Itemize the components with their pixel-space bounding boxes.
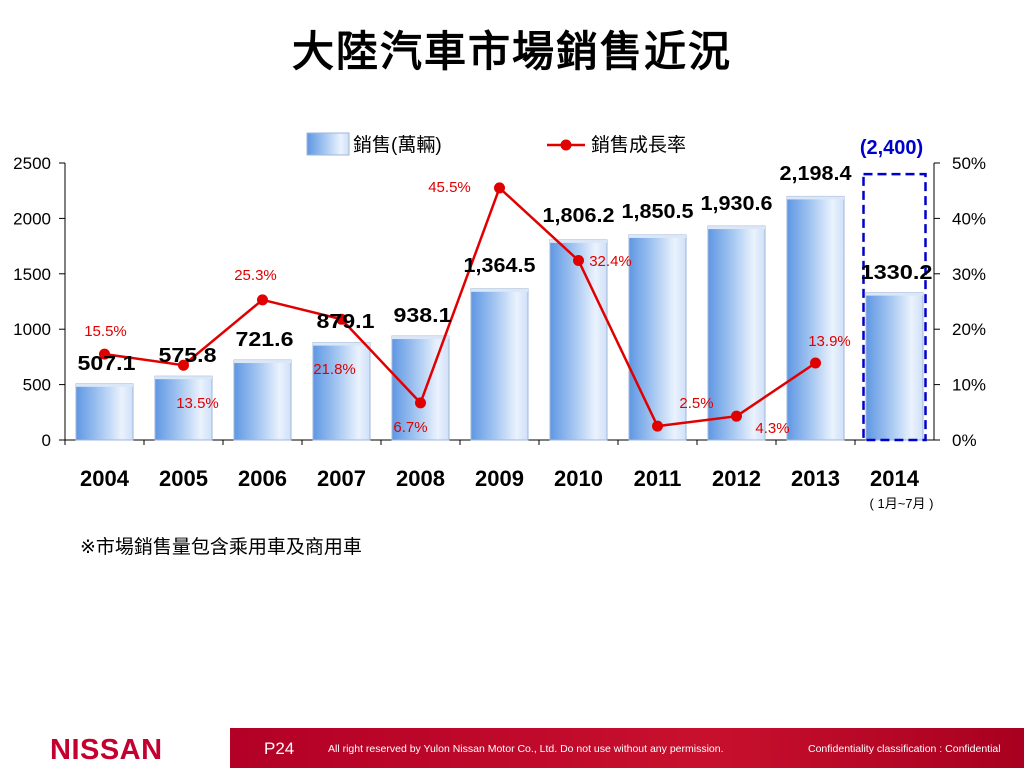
growth-point xyxy=(99,348,110,360)
x-tick-label: 2014 xyxy=(870,466,920,491)
x-tick-label: 2011 xyxy=(634,466,682,491)
nissan-logo: NISSAN xyxy=(50,734,163,766)
bar xyxy=(75,383,134,441)
x-tick-label: 2005 xyxy=(159,466,208,491)
y2-tick-label: 40% xyxy=(952,209,986,228)
legend-bar-label: 銷售(萬輛) xyxy=(353,134,442,156)
growth-point xyxy=(257,294,268,306)
growth-label: 13.9% xyxy=(808,333,851,350)
y-tick-label: 500 xyxy=(23,376,51,395)
bar xyxy=(865,292,924,441)
bar-value-label: 879.1 xyxy=(317,311,375,333)
x-tick-label: 2009 xyxy=(475,466,524,491)
bar-value-label: 575.8 xyxy=(159,345,217,367)
growth-label: 15.5% xyxy=(84,323,127,340)
bar xyxy=(312,342,371,441)
y2-tick-label: 20% xyxy=(952,320,986,339)
bar-value-label: 1,850.5 xyxy=(622,201,694,223)
x-tick-label: 2006 xyxy=(238,466,287,491)
growth-point xyxy=(810,357,821,369)
legend-line-label: 銷售成長率 xyxy=(591,134,686,156)
bar-cap xyxy=(866,292,923,296)
growth-label: 45.5% xyxy=(428,179,471,196)
bar-cap xyxy=(708,226,765,230)
y2-tick-label: 30% xyxy=(952,265,986,284)
growth-label: 13.5% xyxy=(176,395,219,412)
growth-label: 32.4% xyxy=(589,253,632,270)
growth-point xyxy=(415,397,426,409)
bar-value-label: 1,930.6 xyxy=(701,193,773,215)
x-tick-label: 2012 xyxy=(712,466,761,491)
bar-cap xyxy=(76,383,133,387)
bar-cap xyxy=(787,196,844,200)
y2-tick-label: 10% xyxy=(952,376,986,395)
bar xyxy=(707,225,766,441)
bar-value-label: 1,364.5 xyxy=(464,255,536,277)
annotation-layer: (2,400) xyxy=(860,137,927,442)
y2-tick-label: 50% xyxy=(952,154,986,173)
bar xyxy=(628,234,687,441)
bar-cap xyxy=(550,239,607,243)
y-tick-label: 1000 xyxy=(13,320,51,339)
chart: 銷售(萬輛) 銷售成長率 0 500 1000 1500 2000 2500 0% 10% 20%… xyxy=(13,132,986,511)
x-tick-label: 2007 xyxy=(317,466,366,491)
bar-value-label: 1330.2 xyxy=(861,262,933,284)
x-tick-subnote: ( 1月~7月 ) xyxy=(870,496,934,511)
growth-label: 25.3% xyxy=(234,267,277,284)
forecast-dashed-box xyxy=(862,172,927,442)
bar xyxy=(549,239,608,441)
growth-point xyxy=(573,255,584,267)
bar-cap xyxy=(313,342,370,346)
bar-value-label: 938.1 xyxy=(394,305,452,327)
growth-point xyxy=(494,182,505,194)
bar-value-label: 2,198.4 xyxy=(780,163,853,185)
growth-label: 4.3% xyxy=(755,420,789,437)
bar-value-label: 507.1 xyxy=(78,353,136,375)
x-tick-label: 2013 xyxy=(791,466,840,491)
legend: 銷售(萬輛) 銷售成長率 xyxy=(306,132,686,156)
growth-point xyxy=(731,410,742,422)
y-tick-label: 0 xyxy=(42,431,51,450)
forecast-label: (2,400) xyxy=(860,137,923,159)
y-tick-label: 2500 xyxy=(13,154,51,173)
footnote: ※市場銷售量包含乘用車及商用車 xyxy=(80,536,362,558)
bar xyxy=(233,359,292,441)
line-series xyxy=(99,182,821,432)
data-labels: 507.1 575.8 721.6 879.1 938.1 1,364.5 1,806.2 1… xyxy=(78,163,933,437)
x-tick-label: 2004 xyxy=(80,466,130,491)
bar-value-label: 1,806.2 xyxy=(543,205,615,227)
growth-point xyxy=(336,313,347,325)
legend-bar-swatch xyxy=(306,132,350,156)
growth-label: 2.5% xyxy=(679,395,713,412)
bar-value-label: 721.6 xyxy=(236,329,294,351)
slide-title: 大陸汽車市場銷售近況 xyxy=(291,27,732,76)
y-tick-label: 1500 xyxy=(13,265,51,284)
bar xyxy=(786,195,845,441)
growth-point xyxy=(178,359,189,371)
page-number: P24 xyxy=(264,739,295,758)
bar-cap xyxy=(155,376,212,380)
copyright-text: All right reserved by Yulon Nissan Motor… xyxy=(328,743,724,755)
bar-cap xyxy=(392,336,449,340)
legend-line-marker xyxy=(560,139,572,151)
growth-label: 6.7% xyxy=(393,419,427,436)
y-tick-label: 2000 xyxy=(13,209,51,228)
growth-line xyxy=(104,185,817,428)
confidentiality-text: Confidentiality classification : Confide… xyxy=(808,743,1001,755)
growth-point xyxy=(652,420,663,432)
chart-axes: 0 500 1000 1500 2000 2500 0% 10% 20% 30% 40% 50% 200… xyxy=(13,154,986,511)
footer-bar: P24 All right reserved by Yulon Nissan M… xyxy=(230,728,1024,768)
footer: NISSAN P24 All right reserved by Yulon N… xyxy=(0,728,1024,768)
y2-tick-label: 0% xyxy=(952,431,977,450)
bar-cap xyxy=(629,234,686,238)
x-tick-label: 2008 xyxy=(396,466,445,491)
bar-cap xyxy=(234,360,291,364)
growth-label: 21.8% xyxy=(313,361,356,378)
bar-cap xyxy=(471,288,528,292)
x-tick-label: 2010 xyxy=(554,466,603,491)
bar xyxy=(470,288,529,441)
